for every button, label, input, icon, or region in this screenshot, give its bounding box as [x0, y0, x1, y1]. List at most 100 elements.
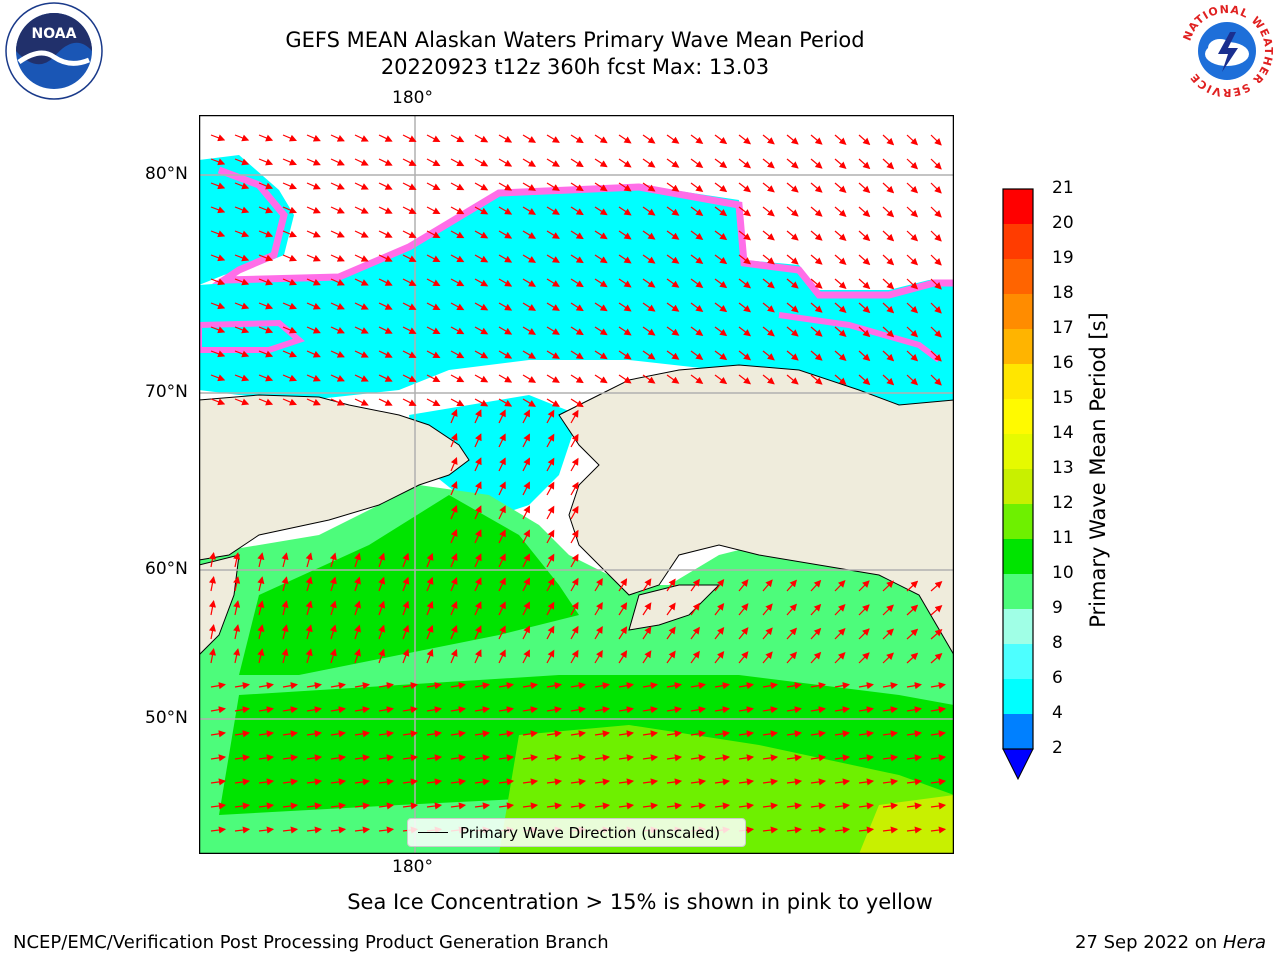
wave-arrow: [618, 682, 634, 690]
wave-arrow: [618, 754, 635, 762]
wave-arrow: [618, 350, 632, 360]
wave-arrow: [522, 457, 530, 472]
wave-arrow: [234, 754, 251, 762]
wave-arrow: [690, 182, 704, 193]
lat-label-60n: 60°N: [145, 559, 188, 579]
wave-arrow: [594, 601, 603, 616]
wave-arrow: [257, 576, 265, 592]
wave-period-map: [196, 114, 955, 855]
wave-arrow: [474, 302, 489, 311]
wave-arrow: [234, 374, 250, 382]
wave-arrow: [450, 398, 465, 407]
wave-arrow: [762, 682, 778, 690]
wave-arrow: [930, 182, 942, 194]
wave-arrow: [786, 579, 797, 592]
wave-arrow: [329, 648, 337, 664]
wave-arrow: [208, 552, 217, 568]
wave-arrow: [234, 134, 250, 142]
wave-arrow: [858, 278, 871, 290]
wave-arrow: [402, 158, 417, 166]
wave-arrow: [594, 802, 611, 810]
wave-arrow: [354, 158, 369, 166]
wave-arrow: [546, 182, 560, 191]
wave-arrow: [258, 778, 275, 786]
wave-arrow: [666, 350, 680, 360]
wave-arrow: [930, 134, 942, 146]
wave-arrow: [834, 826, 851, 834]
wave-arrow: [546, 505, 555, 520]
wave-arrow: [450, 802, 467, 810]
wave-arrow: [930, 158, 942, 170]
wave-arrow: [906, 254, 919, 266]
wave-arrow: [570, 278, 584, 288]
wave-arrow: [738, 134, 752, 145]
wave-arrow: [546, 553, 555, 568]
wave-arrow: [666, 302, 680, 312]
wave-arrow: [546, 158, 560, 167]
wave-arrow: [258, 398, 274, 406]
wave-arrow: [858, 254, 871, 266]
wave-arrow: [762, 651, 773, 664]
wave-arrow: [834, 682, 850, 690]
wave-arrow: [570, 457, 579, 472]
wave-arrow: [738, 802, 755, 810]
wave-arrow: [522, 409, 530, 424]
wave-arrow: [642, 134, 656, 144]
wave-arrow: [738, 579, 749, 592]
wave-arrow: [666, 578, 676, 592]
wave-arrow: [642, 626, 652, 640]
wave-arrow: [546, 206, 560, 215]
wave-arrow: [882, 230, 895, 242]
wave-arrow: [858, 706, 874, 714]
wave-arrow: [329, 600, 337, 616]
wave-arrow: [714, 350, 728, 361]
wave-arrow: [426, 706, 442, 714]
wave-arrow: [618, 206, 632, 216]
wave-arrow: [306, 278, 321, 286]
colorbar-tick-label: 8: [1052, 633, 1063, 653]
colorbar-tick-label: 13: [1052, 458, 1074, 478]
wave-arrow: [594, 206, 608, 216]
wave-arrow: [354, 624, 361, 640]
wave-arrow: [378, 682, 394, 690]
wave-arrow: [594, 577, 603, 592]
wave-arrow: [402, 302, 417, 310]
wave-arrow: [282, 778, 299, 786]
wave-arrow: [594, 730, 610, 738]
wave-arrow: [762, 579, 773, 592]
wave-arrow: [426, 576, 434, 592]
wave-arrow: [906, 604, 919, 616]
colorbar-frame: [1002, 188, 1034, 750]
colorbar-tick-label: 14: [1052, 423, 1074, 443]
wave-arrow: [906, 826, 923, 834]
wave-arrow: [546, 278, 560, 287]
wave-arrow: [474, 802, 491, 810]
wave-arrow: [282, 158, 298, 166]
wave-arrow: [474, 625, 482, 640]
wave-arrow: [738, 730, 754, 738]
wave-arrow: [690, 374, 704, 385]
colorbar-segment: [1003, 294, 1033, 329]
wave-arrow: [930, 653, 943, 664]
wave-arrow: [738, 374, 752, 385]
wave-arrow: [786, 826, 803, 834]
wave-arrow: [498, 409, 506, 424]
wave-arrow: [810, 754, 827, 762]
wave-arrow: [834, 350, 847, 361]
colorbar-tick-label: 17: [1052, 318, 1074, 338]
wave-arrow: [234, 230, 250, 238]
wave-arrow: [810, 826, 827, 834]
wave-arrow: [810, 802, 827, 810]
wave-arrow: [858, 802, 875, 810]
wave-arrow: [666, 706, 682, 714]
wave-arrow: [208, 624, 217, 640]
wave-arrow: [282, 134, 298, 142]
wave-arrow: [306, 134, 321, 142]
wave-arrow: [546, 326, 560, 335]
wave-arrow: [786, 754, 803, 762]
wave-arrow: [690, 730, 706, 738]
wave-arrow: [233, 600, 241, 616]
wave-arrow: [882, 254, 895, 266]
colorbar-tick-label: 21: [1052, 178, 1074, 198]
wave-arrow: [714, 730, 730, 738]
